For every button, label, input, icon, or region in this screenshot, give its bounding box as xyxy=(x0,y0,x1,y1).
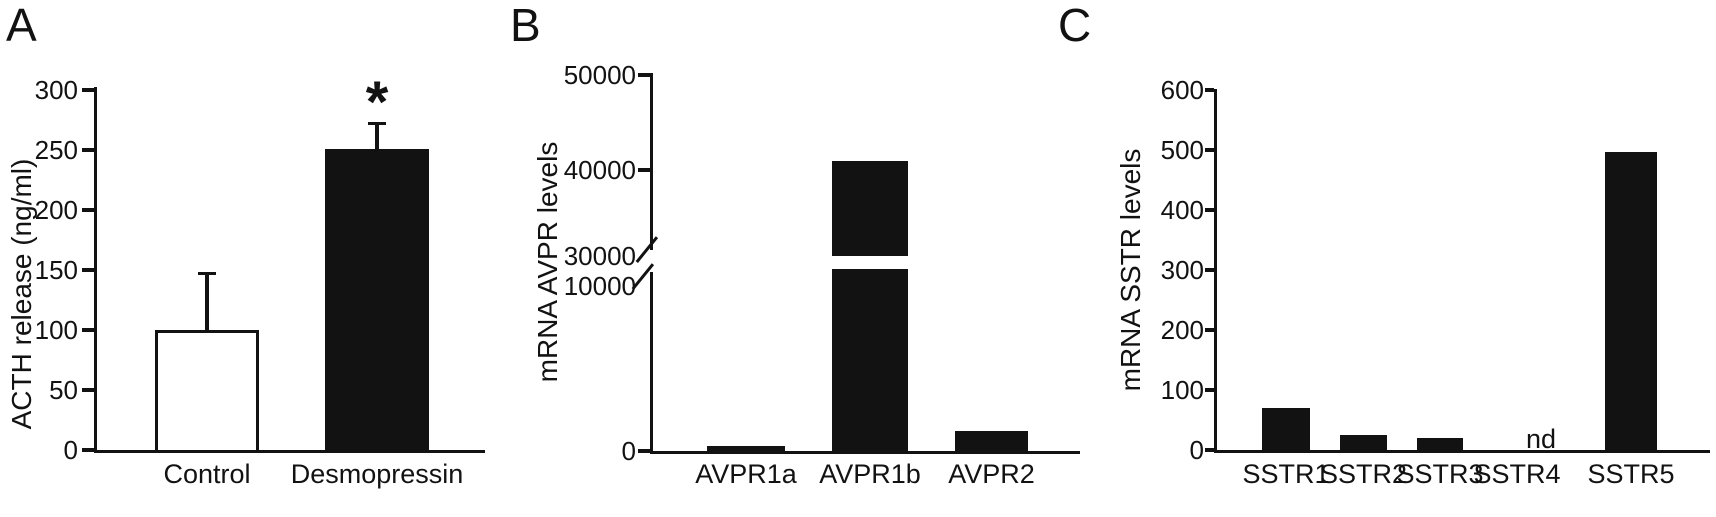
x-cat-label-C-SSTR3: SSTR3 xyxy=(1396,459,1484,489)
error-bar-cap-A-Desmopressin xyxy=(368,121,386,126)
y-tick-label-A-200: 200 xyxy=(34,195,78,225)
y-tick-B-50000 xyxy=(638,73,650,77)
y-axis-line-B-1 xyxy=(650,73,654,250)
x-cat-label-A-Desmopressin: Desmopressin xyxy=(290,459,464,489)
y-tick-label-A-150: 150 xyxy=(34,255,78,285)
bar-A-Desmopressin xyxy=(325,148,429,454)
error-bar-cap-A-Control xyxy=(198,271,216,276)
x-cat-label-C-SSTR5: SSTR5 xyxy=(1587,459,1675,489)
y-tick-A-50 xyxy=(82,388,94,392)
y-tick-label-C-0: 0 xyxy=(1189,435,1204,465)
y-tick-A-150 xyxy=(82,268,94,272)
y-tick-A-250 xyxy=(82,148,94,152)
y-tick-label-C-400: 400 xyxy=(1160,195,1204,225)
y-tick-A-300 xyxy=(82,88,94,92)
x-cat-label-A-Control: Control xyxy=(163,459,251,489)
error-bar-stem-A-Control xyxy=(205,273,209,330)
y-tick-label-A-50: 50 xyxy=(49,375,78,405)
nd-label-C-SSTR4: nd xyxy=(1525,424,1557,454)
y-tick-A-100 xyxy=(82,328,94,332)
y-tick-C-300 xyxy=(1205,268,1214,272)
y-axis-line-B-2 xyxy=(650,272,654,455)
y-tick-B-40000 xyxy=(638,168,650,172)
significance-star-A-Desmopressin: * xyxy=(365,69,389,135)
x-cat-label-C-SSTR4: SSTR4 xyxy=(1473,459,1561,489)
y-tick-label-B-0: 0 xyxy=(621,436,636,466)
y-tick-label-B-40000: 40000 xyxy=(563,155,636,185)
x-axis-line-C xyxy=(1214,450,1710,454)
bar-C-SSTR1 xyxy=(1262,408,1310,454)
panel-letter-c: C xyxy=(1058,0,1092,51)
bar-B-AVPR1b xyxy=(832,160,908,455)
y-tick-A-0 xyxy=(82,448,94,452)
x-cat-label-C-SSTR2: SSTR2 xyxy=(1319,459,1408,489)
y-tick-label-C-300: 300 xyxy=(1160,255,1204,285)
x-axis-line-B xyxy=(650,451,1080,455)
x-axis-line-A xyxy=(94,450,485,454)
y-tick-label-A-300: 300 xyxy=(34,75,78,105)
y-tick-label-B-30000: 30000 xyxy=(563,241,636,271)
y-tick-C-100 xyxy=(1205,388,1214,392)
x-cat-label-B-AVPR1a: AVPR1a xyxy=(695,459,797,489)
x-cat-label-B-AVPR2: AVPR2 xyxy=(948,459,1035,489)
bar-C-SSTR3 xyxy=(1417,438,1463,454)
panel-letter-a: A xyxy=(6,0,37,51)
y-axis-line-A xyxy=(94,87,98,454)
y-tick-C-400 xyxy=(1205,208,1214,212)
panel-letter-b: B xyxy=(510,0,541,51)
y-tick-B-0 xyxy=(638,449,650,453)
y-tick-C-500 xyxy=(1205,148,1214,152)
bar-C-SSTR2 xyxy=(1340,435,1387,454)
error-bar-stem-A-Desmopressin xyxy=(375,123,379,149)
y-tick-label-A-100: 100 xyxy=(34,315,78,345)
bar-C-SSTR5 xyxy=(1605,151,1657,454)
y-tick-label-A-250: 250 xyxy=(34,135,78,165)
y-tick-label-C-200: 200 xyxy=(1160,315,1204,345)
y-axis-line-C xyxy=(1214,89,1218,454)
y-tick-C-0 xyxy=(1205,448,1214,452)
y-tick-label-C-500: 500 xyxy=(1160,135,1204,165)
y-tick-A-200 xyxy=(82,208,94,212)
bar-B-AVPR2 xyxy=(955,430,1028,455)
y-tick-C-200 xyxy=(1205,328,1214,332)
y-tick-C-600 xyxy=(1205,88,1214,92)
y-tick-label-A-0: 0 xyxy=(63,435,78,465)
bar-break-gap-B-AVPR1b xyxy=(831,256,909,269)
x-cat-label-B-AVPR1b: AVPR1b xyxy=(819,459,921,489)
y-tick-label-C-100: 100 xyxy=(1160,375,1204,405)
x-cat-label-C-SSTR1: SSTR1 xyxy=(1242,459,1330,489)
y-tick-label-B-50000: 50000 xyxy=(563,60,636,90)
y-tick-label-B-10000: 10000 xyxy=(563,271,636,301)
y-tick-label-C-600: 600 xyxy=(1160,75,1204,105)
bar-B-AVPR1a xyxy=(707,445,785,455)
